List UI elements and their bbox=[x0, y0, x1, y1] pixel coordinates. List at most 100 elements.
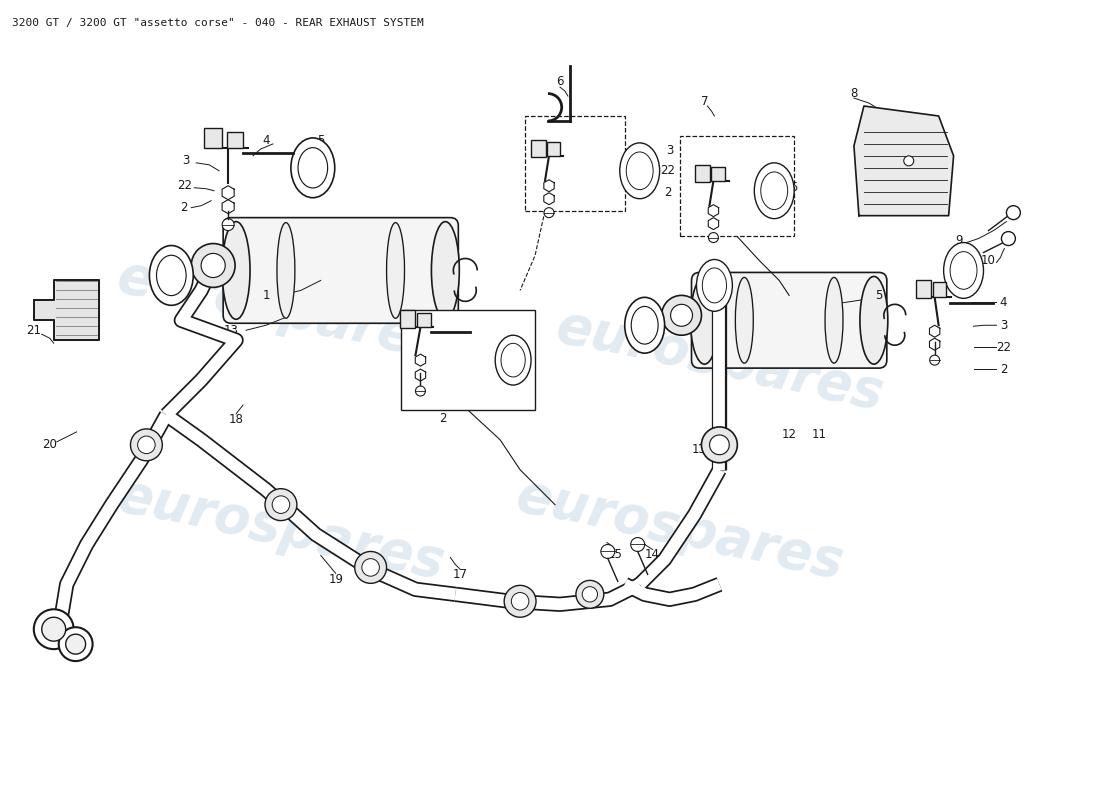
Polygon shape bbox=[854, 106, 954, 216]
Ellipse shape bbox=[691, 277, 718, 364]
Text: 20: 20 bbox=[42, 438, 57, 451]
Ellipse shape bbox=[860, 277, 888, 364]
Text: 6: 6 bbox=[557, 74, 563, 88]
Circle shape bbox=[582, 586, 597, 602]
Circle shape bbox=[504, 586, 536, 618]
Circle shape bbox=[66, 634, 86, 654]
Text: 5: 5 bbox=[317, 134, 324, 147]
Text: 14: 14 bbox=[645, 548, 660, 561]
Ellipse shape bbox=[277, 222, 295, 318]
Text: 22: 22 bbox=[660, 164, 675, 178]
Circle shape bbox=[362, 558, 380, 576]
Circle shape bbox=[222, 218, 234, 230]
Ellipse shape bbox=[625, 298, 664, 353]
Text: eurospares: eurospares bbox=[551, 300, 888, 420]
Circle shape bbox=[354, 551, 386, 583]
FancyBboxPatch shape bbox=[933, 282, 946, 298]
Text: 4: 4 bbox=[262, 134, 270, 147]
FancyBboxPatch shape bbox=[223, 218, 459, 323]
Text: 17: 17 bbox=[453, 568, 468, 581]
Circle shape bbox=[630, 538, 645, 551]
Text: 19: 19 bbox=[328, 573, 343, 586]
Circle shape bbox=[416, 386, 426, 396]
Ellipse shape bbox=[222, 222, 250, 319]
FancyBboxPatch shape bbox=[227, 132, 243, 148]
Circle shape bbox=[265, 489, 297, 521]
Ellipse shape bbox=[696, 259, 733, 311]
FancyBboxPatch shape bbox=[692, 273, 887, 368]
Ellipse shape bbox=[431, 222, 460, 319]
Text: 16: 16 bbox=[463, 318, 477, 332]
Text: 22: 22 bbox=[436, 391, 451, 405]
FancyBboxPatch shape bbox=[400, 310, 535, 410]
Text: 2: 2 bbox=[180, 201, 188, 214]
Text: 21: 21 bbox=[26, 324, 42, 337]
Circle shape bbox=[131, 429, 163, 461]
Text: 1: 1 bbox=[262, 289, 270, 302]
FancyBboxPatch shape bbox=[712, 167, 725, 181]
Ellipse shape bbox=[736, 278, 754, 363]
Polygon shape bbox=[34, 281, 99, 340]
Text: 5: 5 bbox=[791, 182, 798, 194]
Text: 10: 10 bbox=[981, 254, 996, 267]
Text: 5: 5 bbox=[876, 289, 882, 302]
Text: 18: 18 bbox=[229, 414, 243, 426]
Ellipse shape bbox=[290, 138, 334, 198]
Ellipse shape bbox=[761, 172, 788, 210]
Text: 7: 7 bbox=[701, 94, 708, 107]
Circle shape bbox=[42, 618, 66, 641]
Ellipse shape bbox=[944, 242, 983, 298]
Ellipse shape bbox=[386, 222, 405, 318]
Ellipse shape bbox=[631, 306, 658, 344]
Ellipse shape bbox=[500, 343, 525, 377]
Circle shape bbox=[601, 545, 615, 558]
Circle shape bbox=[576, 580, 604, 608]
Text: 13: 13 bbox=[223, 324, 239, 337]
Text: 5: 5 bbox=[965, 268, 972, 281]
Text: 3: 3 bbox=[666, 144, 673, 158]
Circle shape bbox=[708, 233, 718, 242]
FancyBboxPatch shape bbox=[525, 116, 625, 210]
Text: 22: 22 bbox=[996, 341, 1011, 354]
Circle shape bbox=[544, 208, 554, 218]
Ellipse shape bbox=[156, 255, 186, 296]
FancyBboxPatch shape bbox=[205, 128, 222, 148]
Circle shape bbox=[512, 593, 529, 610]
Circle shape bbox=[201, 254, 225, 278]
Circle shape bbox=[138, 436, 155, 454]
FancyBboxPatch shape bbox=[695, 165, 711, 182]
Circle shape bbox=[702, 427, 737, 462]
Circle shape bbox=[671, 304, 693, 326]
Circle shape bbox=[1001, 231, 1015, 246]
Ellipse shape bbox=[755, 163, 794, 218]
Circle shape bbox=[191, 243, 235, 287]
FancyBboxPatch shape bbox=[399, 310, 416, 328]
Text: 2: 2 bbox=[440, 413, 447, 426]
Ellipse shape bbox=[626, 152, 653, 190]
FancyBboxPatch shape bbox=[547, 142, 560, 156]
Text: 9: 9 bbox=[955, 234, 962, 247]
Text: 13: 13 bbox=[692, 443, 707, 456]
Text: 2: 2 bbox=[663, 186, 671, 199]
Text: 3: 3 bbox=[183, 154, 190, 167]
Text: 3: 3 bbox=[1000, 318, 1008, 332]
Ellipse shape bbox=[825, 278, 843, 363]
Circle shape bbox=[930, 355, 939, 365]
Text: 8: 8 bbox=[850, 86, 858, 99]
Circle shape bbox=[272, 496, 289, 514]
Text: eurospares: eurospares bbox=[112, 250, 450, 370]
Text: 15: 15 bbox=[607, 548, 623, 561]
Text: 12: 12 bbox=[782, 428, 796, 442]
Text: eurospares: eurospares bbox=[112, 470, 450, 590]
Text: 3: 3 bbox=[442, 374, 449, 386]
Ellipse shape bbox=[950, 252, 977, 290]
FancyBboxPatch shape bbox=[531, 140, 546, 157]
FancyBboxPatch shape bbox=[915, 281, 931, 298]
Circle shape bbox=[58, 627, 92, 661]
Text: 4: 4 bbox=[1000, 296, 1008, 309]
Circle shape bbox=[1006, 206, 1021, 220]
Ellipse shape bbox=[619, 143, 660, 198]
FancyBboxPatch shape bbox=[680, 136, 794, 235]
Ellipse shape bbox=[495, 335, 531, 385]
Circle shape bbox=[904, 156, 914, 166]
